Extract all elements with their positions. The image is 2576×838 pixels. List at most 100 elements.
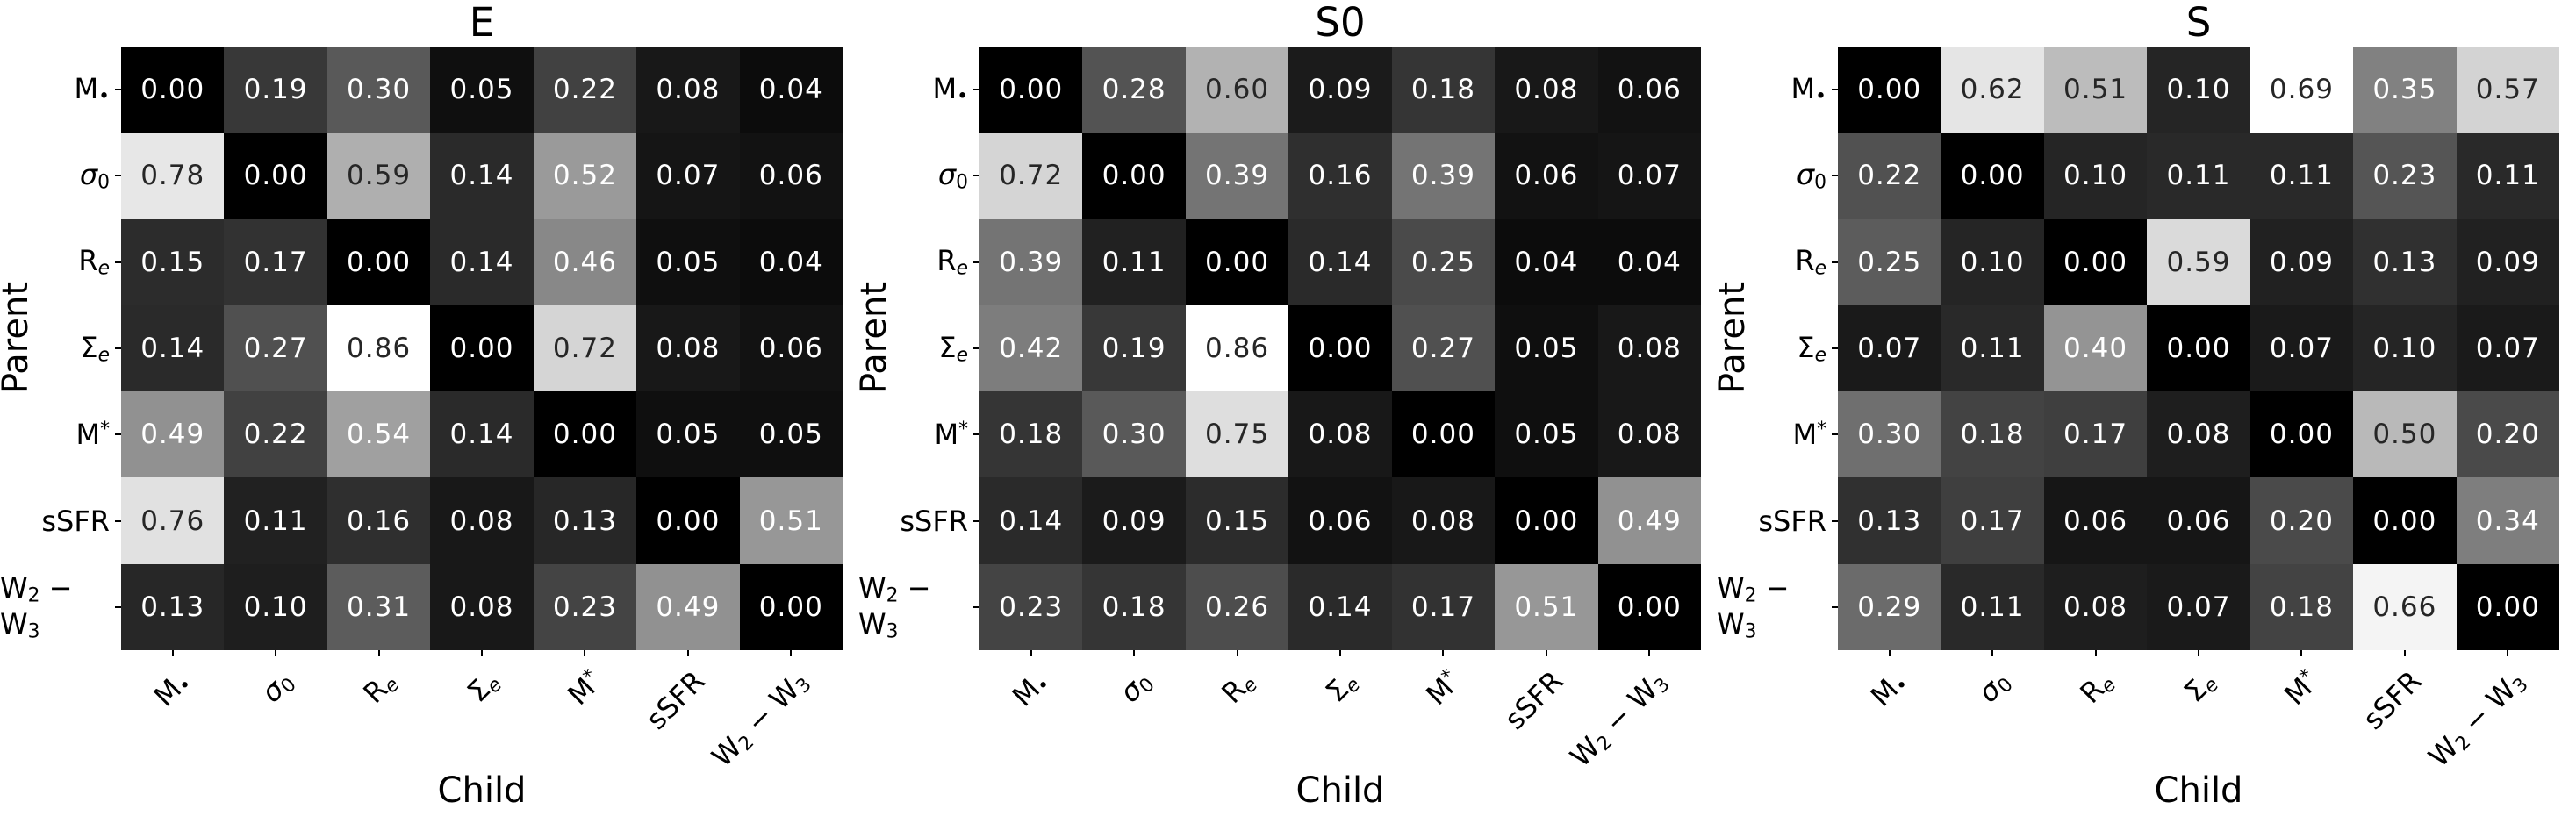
heatmap-cell-Σe-M•: 0.07 [1838, 304, 1941, 392]
label-part: 2 [27, 584, 40, 607]
heatmap-cell-Re-Σe: 0.59 [2147, 218, 2250, 305]
label-part: σ [79, 158, 98, 192]
y-tick-mark [115, 175, 121, 177]
x-tick-text: σ0 [1971, 664, 2018, 711]
x-tick-text: M* [561, 664, 608, 712]
x-tick-mark [2300, 650, 2303, 656]
label-part: − [898, 571, 931, 605]
y-tick-label-σ0: σ0 [858, 133, 979, 218]
panel-S0: S0 Parent M• σ0 Re Σe M* sSFR W2 − W3 0.00 0.28… [854, 0, 1717, 838]
heatmap-cell-W2 − W3-Σe: 0.08 [430, 563, 534, 650]
y-tick-mark [973, 605, 979, 608]
x-tick-text: M• [1864, 664, 1914, 714]
heatmap-cell-sSFR-Σe: 0.08 [430, 477, 534, 564]
x-tick-text: M• [1006, 664, 1056, 714]
heatmap-cell-sSFR-W2 − W3: 0.34 [2456, 477, 2559, 564]
x-tick-labels: M• σ0 Re Σe M* sSFR W2 − W3 [1838, 650, 2559, 774]
x-tick-mark [2094, 650, 2097, 656]
heatmap-cell-σ0-sSFR: 0.06 [1495, 133, 1598, 219]
heatmap-cell-M*-Σe: 0.08 [1288, 391, 1392, 478]
y-tick-label-Re: Re [858, 219, 979, 305]
heatmap-cell-W2 − W3-M*: 0.23 [533, 563, 637, 650]
panel-title: E [469, 0, 495, 46]
y-tick-text: Re [936, 244, 968, 280]
label-part: 3 [886, 620, 899, 643]
heatmap-cell-σ0-σ0: 0.00 [1941, 133, 2044, 219]
heatmap-cell-σ0-M•: 0.72 [979, 133, 1083, 219]
label-part: M [75, 418, 101, 452]
x-tick-text: Σe [2178, 664, 2223, 710]
heatmap-cell-sSFR-Re: 0.15 [1185, 477, 1289, 564]
label-part: σ [1796, 158, 1815, 192]
y-tick-text: Re [1795, 244, 1826, 280]
heatmap-cell-Σe-Re: 0.86 [326, 304, 431, 392]
x-axis-label: Child [437, 770, 527, 811]
heatmap-cell-Re-Σe: 0.14 [1288, 218, 1392, 305]
heatmap-cell-sSFR-W2 − W3: 0.49 [1597, 477, 1701, 564]
y-tick-mark [973, 261, 979, 263]
heatmap-cell-Σe-Σe: 0.00 [2147, 304, 2250, 392]
y-tick-text: Σe [938, 331, 968, 367]
x-tick-label-σ0: σ0 [1941, 650, 2043, 773]
heatmap-cell-σ0-M*: 0.11 [2250, 133, 2354, 219]
x-tick-mark [1030, 650, 1032, 656]
heatmap-cell-σ0-Re: 0.39 [1185, 133, 1289, 219]
heatmap-cell-W2 − W3-M•: 0.23 [979, 563, 1083, 650]
heatmap-cell-W2 − W3-sSFR: 0.49 [636, 563, 740, 650]
heatmap-cell-Σe-W2 − W3: 0.07 [2456, 304, 2559, 392]
heatmap-cell-Σe-sSFR: 0.05 [1495, 304, 1598, 392]
heatmap-cell-Σe-σ0: 0.19 [1082, 304, 1186, 392]
y-tick-labels: M• σ0 Re Σe M* sSFR W2 − W3 [1717, 47, 1838, 650]
heatmap-cell-M•-Re: 0.30 [326, 47, 431, 133]
x-tick-label-σ0: σ0 [1082, 650, 1185, 773]
heatmap-cell-sSFR-Re: 0.16 [326, 477, 431, 564]
y-tick-text: M* [1793, 418, 1826, 451]
y-tick-text: Σe [80, 331, 110, 367]
heatmap-cell-W2 − W3-σ0: 0.18 [1082, 563, 1186, 650]
label-part: M [1790, 71, 1816, 105]
y-tick-label-sSFR: sSFR [0, 477, 121, 563]
label-part: M [1792, 418, 1818, 452]
heatmap-grid: 0.00 0.62 0.51 0.10 0.69 0.35 0.57 0.22 0.00 0.10… [1838, 47, 2559, 650]
label-part: W [1717, 606, 1745, 641]
y-tick-label-σ0: σ0 [0, 133, 121, 218]
heatmap-cell-Re-σ0: 0.17 [224, 218, 327, 305]
label-part: e [1814, 257, 1826, 280]
heatmap-cell-M•-W2 − W3: 0.57 [2456, 47, 2559, 133]
y-tick-mark [115, 89, 121, 91]
y-tick-text: σ0 [938, 158, 968, 194]
label-part: W [0, 606, 28, 641]
panel-E: E Parent M• σ0 Re Σe M* sSFR W2 − W3 0.00 0.19 0… [0, 0, 858, 838]
x-tick-mark [1545, 650, 1547, 656]
y-tick-text: W2 − W3 [1717, 571, 1826, 642]
y-tick-text: sSFR [41, 505, 110, 538]
label-part: e [956, 257, 968, 280]
label-part: 3 [27, 620, 40, 643]
heatmap-cell-sSFR-σ0: 0.17 [1941, 477, 2044, 564]
y-tick-text: M• [75, 72, 110, 108]
heatmap-cell-Σe-Re: 0.86 [1185, 304, 1289, 392]
heatmap-cell-M•-W2 − W3: 0.06 [1597, 47, 1701, 133]
heatmap-cell-W2 − W3-Re: 0.26 [1185, 563, 1289, 650]
x-tick-label-Re: Re [327, 650, 430, 773]
y-tick-label-W2 − W3: W2 − W3 [0, 564, 121, 650]
heatmap-cell-M•-M*: 0.69 [2250, 47, 2354, 133]
x-tick-mark [2507, 650, 2509, 656]
heatmap-cell-M*-M•: 0.30 [1838, 391, 1941, 478]
heatmap-cell-Σe-sSFR: 0.08 [636, 304, 740, 392]
heatmap-cell-Re-Re: 0.00 [2043, 218, 2148, 305]
x-tick-text: M• [147, 664, 197, 714]
y-tick-label-Re: Re [1717, 219, 1838, 305]
y-tick-mark [1832, 519, 1838, 522]
y-tick-label-W2 − W3: W2 − W3 [1717, 564, 1838, 650]
y-tick-mark [1832, 175, 1838, 177]
heatmap-cell-sSFR-sSFR: 0.00 [1495, 477, 1598, 564]
heatmap-cell-Σe-W2 − W3: 0.08 [1597, 304, 1701, 392]
x-tick-label-Σe: Σe [1288, 650, 1391, 773]
y-tick-mark [115, 605, 121, 608]
heatmap-cell-Re-sSFR: 0.13 [2353, 218, 2457, 305]
label-part: * [100, 419, 110, 441]
x-tick-text: σ0 [1113, 664, 1159, 711]
heatmap-cell-sSFR-σ0: 0.11 [224, 477, 327, 564]
label-part: sSFR [2356, 664, 2429, 736]
